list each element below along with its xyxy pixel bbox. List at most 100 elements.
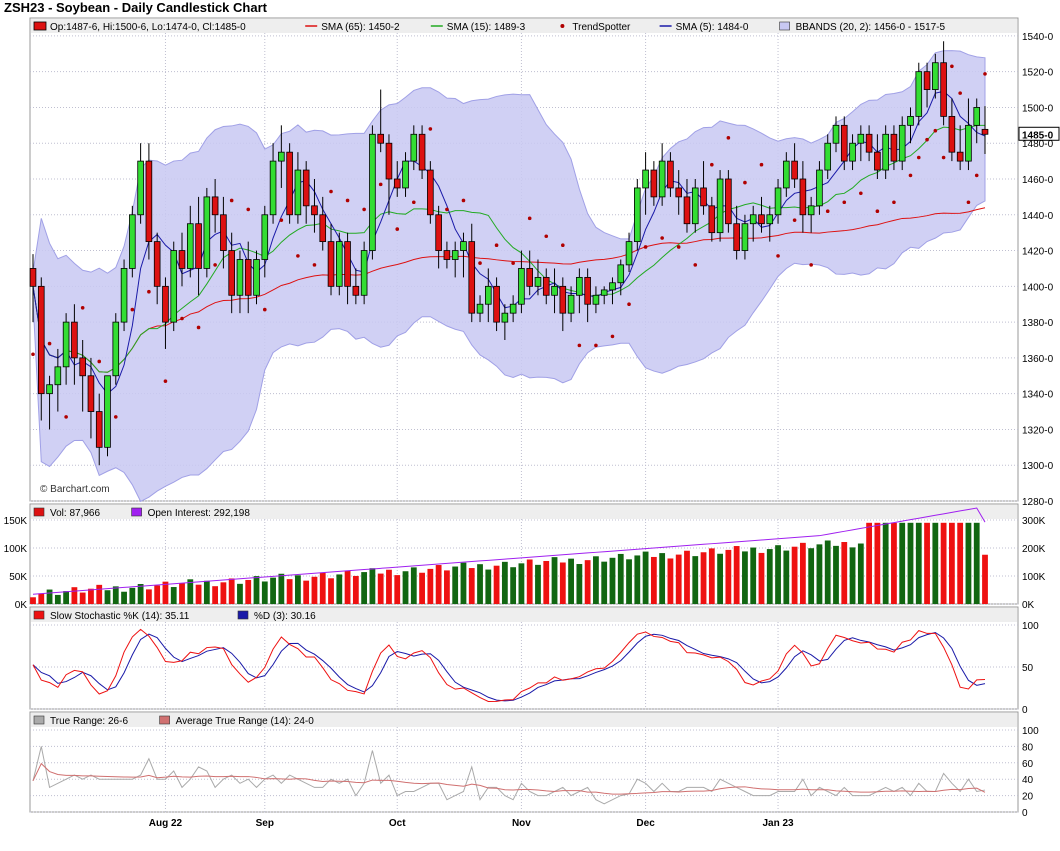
volume-bar (162, 581, 169, 604)
volume-tick-label: 0K (15, 600, 28, 611)
volume-bar (270, 577, 276, 604)
volume-bar (924, 522, 930, 604)
volume-bar (758, 552, 765, 604)
candle-body (410, 133, 418, 162)
candle-body (178, 250, 186, 269)
volume-tick-label: 150K (4, 516, 28, 527)
candle-body (427, 169, 434, 216)
volume-bar (667, 558, 674, 604)
stoch-tick-label: 50 (1022, 663, 1034, 674)
legend-swatch (33, 21, 47, 31)
volume-bar (477, 564, 483, 604)
sma65-line (32, 207, 986, 373)
candle-body (758, 214, 765, 225)
tr-tick-label: 80 (1022, 742, 1034, 753)
volume-bar (361, 572, 368, 604)
price-tick-label: 1280-0 (1022, 497, 1054, 508)
trendspotter-dot (925, 137, 929, 142)
candle-body (509, 303, 517, 314)
trendspotter-dot (246, 207, 251, 212)
candle-body (691, 187, 699, 225)
trendspotter-dot (743, 180, 747, 185)
candle-body (716, 178, 724, 234)
trendspotter-dot (229, 198, 234, 203)
trendspotter-dot (511, 261, 515, 265)
candle-body (840, 124, 848, 162)
volume-bar (626, 559, 632, 604)
candle-body (112, 321, 120, 377)
volume-bar (452, 566, 459, 604)
volume-bar (882, 522, 889, 604)
legend-label: BBANDS (20, 2): 1456-0 - 1517-5 (796, 22, 946, 33)
trendspotter-dot (950, 64, 954, 69)
volume-bar (816, 544, 823, 604)
trendspotter-dot (362, 207, 366, 212)
candle-body (211, 196, 219, 216)
volume-bar (179, 583, 185, 604)
candle-body (807, 205, 815, 216)
volume-bar (245, 579, 252, 604)
candle-body (104, 375, 111, 448)
axis-labels: 1540-0 1520-0 1500-0 1480-0 1460-0 1440-0 1420… (4, 32, 1060, 829)
candle-body (393, 178, 401, 189)
panel-vol-legend-bg (31, 505, 1017, 519)
stoch-tick-label: 0 (1022, 705, 1028, 716)
trendspotter-dot (710, 162, 714, 167)
volume-bar (311, 576, 318, 604)
sma5-line (32, 90, 986, 395)
candle-body (435, 214, 442, 251)
volume-bar (485, 569, 492, 604)
trendspotter-dot (478, 261, 482, 265)
candle-body (269, 160, 277, 216)
volume-bar (783, 550, 790, 604)
volume-bar (526, 559, 533, 604)
candle-body (766, 214, 774, 225)
trendspotter-dot (180, 316, 184, 321)
volume-bar (386, 569, 392, 604)
volume-bar (915, 522, 922, 604)
volume-bar (88, 588, 94, 604)
candles[interactable] (29, 41, 989, 466)
trendspotter-dot (395, 227, 400, 231)
candle-body (617, 264, 625, 284)
candle-body (874, 151, 881, 171)
volume-bar (932, 522, 939, 604)
candle-body (592, 294, 600, 305)
volume-bar (973, 522, 980, 604)
volume-bar (444, 570, 450, 604)
trendspotter-dot (312, 263, 317, 267)
sma15-line (32, 124, 985, 373)
tr-tick-label: 0 (1022, 808, 1028, 819)
price-tick-label: 1320-0 (1022, 425, 1054, 436)
volume-bar (435, 565, 442, 604)
x-tick-label: Jan 23 (762, 818, 794, 829)
trendspotter-dot (80, 306, 85, 310)
price-tick-label: 1340-0 (1022, 390, 1054, 401)
candle-body (799, 178, 807, 216)
legend-label: Slow Stochastic %K (14): 35.11 (50, 611, 190, 622)
volume-bar (742, 551, 748, 604)
legend-swatch (33, 507, 45, 517)
volume-bar (601, 561, 608, 604)
trendspotter-dot (163, 379, 168, 383)
volume-bars[interactable] (30, 522, 988, 604)
candle-body (286, 151, 293, 216)
trendspotter-dot (196, 325, 201, 330)
trendspotter-dot (759, 162, 764, 167)
candle-body (46, 384, 53, 395)
candle-body (129, 214, 136, 269)
trendspotter-dot (461, 198, 466, 203)
trendspotter-dot (31, 352, 35, 357)
oi-tick-label: 0K (1022, 600, 1035, 611)
candle-body (253, 259, 260, 296)
trendspotter-dot (262, 307, 267, 312)
trendspotter-dot (842, 200, 847, 205)
legend-swatch (33, 715, 45, 725)
volume-bar (750, 547, 757, 604)
legend-swatch (131, 507, 142, 517)
candle-body (567, 294, 575, 314)
candle-body (360, 250, 368, 296)
legend-swatch (779, 21, 790, 31)
indicator-lines (32, 507, 986, 805)
